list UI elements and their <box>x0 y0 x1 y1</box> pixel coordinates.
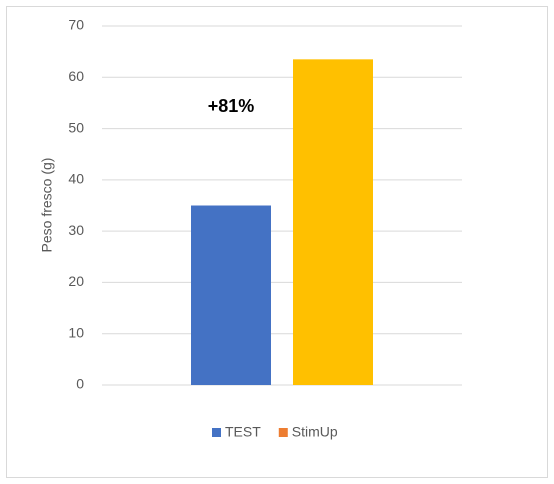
legend-swatch <box>278 428 288 437</box>
y-axis-label: Peso fresco (g) <box>39 158 55 253</box>
legend-label: StimUp <box>292 424 338 440</box>
legend-label: TEST <box>225 424 261 440</box>
bar <box>191 205 271 385</box>
y-tick-label: 10 <box>68 324 84 340</box>
legend-swatch <box>212 428 221 437</box>
annotation: +81% <box>208 96 255 116</box>
y-tick-label: 0 <box>76 376 84 392</box>
chart-border <box>6 6 548 478</box>
y-tick-label: 50 <box>68 119 84 135</box>
y-tick-label: 70 <box>68 17 84 33</box>
y-tick-label: 60 <box>68 68 84 84</box>
bar <box>293 59 373 385</box>
y-tick-label: 30 <box>68 222 84 238</box>
y-tick-label: 40 <box>68 171 84 187</box>
y-tick-label: 20 <box>68 273 84 289</box>
